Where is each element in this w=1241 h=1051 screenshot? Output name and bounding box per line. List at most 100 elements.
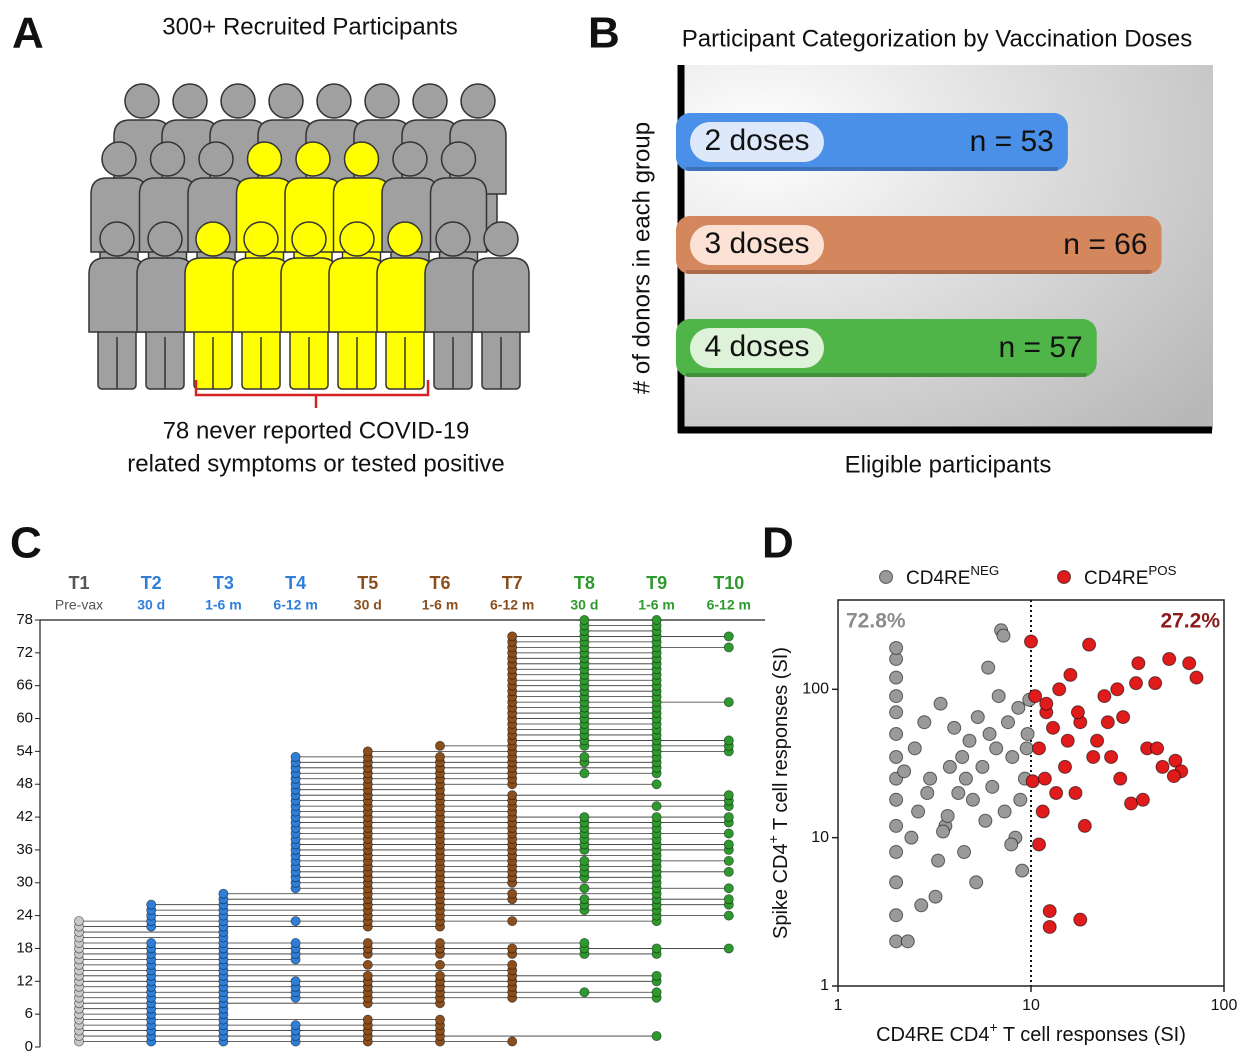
point (1053, 683, 1066, 696)
column-sublabel: 6-12 m (707, 597, 751, 613)
y-tick-label: 66 (16, 677, 33, 694)
point (1040, 697, 1053, 710)
annotation: 27.2% (1160, 610, 1220, 633)
visit-dot (508, 632, 517, 641)
y-tick-label: 42 (16, 808, 33, 825)
visit-dot (508, 916, 517, 925)
column-sublabel: 30 d (137, 597, 165, 613)
point (1005, 838, 1018, 851)
visit-dot (724, 856, 733, 865)
point (1125, 797, 1138, 810)
point (976, 760, 989, 773)
visit-dot (652, 1031, 661, 1040)
visit-dot (435, 971, 444, 980)
person-head (100, 222, 134, 256)
panel-label: B (588, 9, 620, 58)
panel-label: C (10, 519, 42, 568)
legend-marker (880, 571, 893, 584)
bar-shadow (686, 167, 1058, 171)
visit-dot (724, 944, 733, 953)
point (1001, 716, 1014, 729)
person-head (102, 142, 136, 176)
person-head (442, 142, 476, 176)
panel-title: 300+ Recruited Participants (162, 13, 458, 40)
visit-dot (580, 812, 589, 821)
point (1021, 727, 1034, 740)
column-header: T10 (713, 573, 744, 593)
label-part: Spike CD4 (770, 843, 792, 939)
label-part: CD4RE (906, 568, 970, 589)
person-body (473, 258, 529, 332)
visit-dot (219, 889, 228, 898)
point (901, 935, 914, 948)
person-head (244, 222, 278, 256)
x-tick-label: 10 (1022, 997, 1040, 1014)
visit-dot (363, 747, 372, 756)
y-tick-label: 6 (25, 1005, 33, 1022)
visit-dot (724, 884, 733, 893)
point (1016, 864, 1029, 877)
y-tick-label: 24 (16, 907, 33, 924)
visit-dot (291, 938, 300, 947)
point (908, 742, 921, 755)
point (912, 805, 925, 818)
person-head (269, 84, 303, 118)
y-tick-label: 10 (811, 829, 829, 846)
y-tick-label: 18 (16, 939, 33, 956)
point (1046, 721, 1059, 734)
person-head (292, 222, 326, 256)
point (1105, 750, 1118, 763)
visit-dot (508, 960, 517, 969)
visit-dot (363, 971, 372, 980)
point (1043, 905, 1056, 918)
x-tick-label: 1 (834, 997, 843, 1014)
point (1163, 653, 1176, 666)
visit-dot (363, 938, 372, 947)
point (979, 814, 992, 827)
point (1064, 668, 1077, 681)
bar-shadow (686, 373, 1087, 377)
column-sublabel: 1-6 m (638, 597, 675, 613)
point (990, 742, 1003, 755)
column-sublabel: 30 d (570, 597, 598, 613)
point (890, 641, 903, 654)
column-header: T4 (285, 573, 306, 593)
visit-dot (652, 971, 661, 980)
visit-dot (508, 791, 517, 800)
y-tick-label: 60 (16, 710, 33, 727)
point (1043, 920, 1056, 933)
visit-dot (724, 632, 733, 641)
point (890, 909, 903, 922)
y-axis-label: # of donors in each group (628, 122, 655, 394)
column-header: T2 (141, 573, 162, 593)
visit-dot (724, 736, 733, 745)
point (898, 765, 911, 778)
column-sublabel: 1-6 m (422, 597, 459, 613)
point (890, 671, 903, 684)
y-tick-label: 36 (16, 841, 33, 858)
column-sublabel: 1-6 m (205, 597, 242, 613)
label: CD4RE CD4+ T cell responses (SI) (876, 1019, 1186, 1047)
visit-dot (724, 911, 733, 920)
visit-dot (363, 960, 372, 969)
person-head (436, 222, 470, 256)
point (1091, 734, 1104, 747)
value-label: n = 57 (998, 331, 1082, 364)
point (1149, 677, 1162, 690)
visit-dot (580, 938, 589, 947)
point (1029, 690, 1042, 703)
point (1098, 690, 1111, 703)
column-sublabel: 6-12 m (490, 597, 534, 613)
category-label: 4 doses (704, 330, 809, 363)
column-header: T6 (429, 573, 450, 593)
visit-dot (435, 752, 444, 761)
visit-dot (580, 752, 589, 761)
visit-dot (652, 802, 661, 811)
point (986, 780, 999, 793)
visit-dot (147, 938, 156, 947)
point (966, 793, 979, 806)
y-tick-label: 78 (16, 611, 33, 628)
point (890, 819, 903, 832)
point (1026, 775, 1039, 788)
point (1183, 657, 1196, 670)
